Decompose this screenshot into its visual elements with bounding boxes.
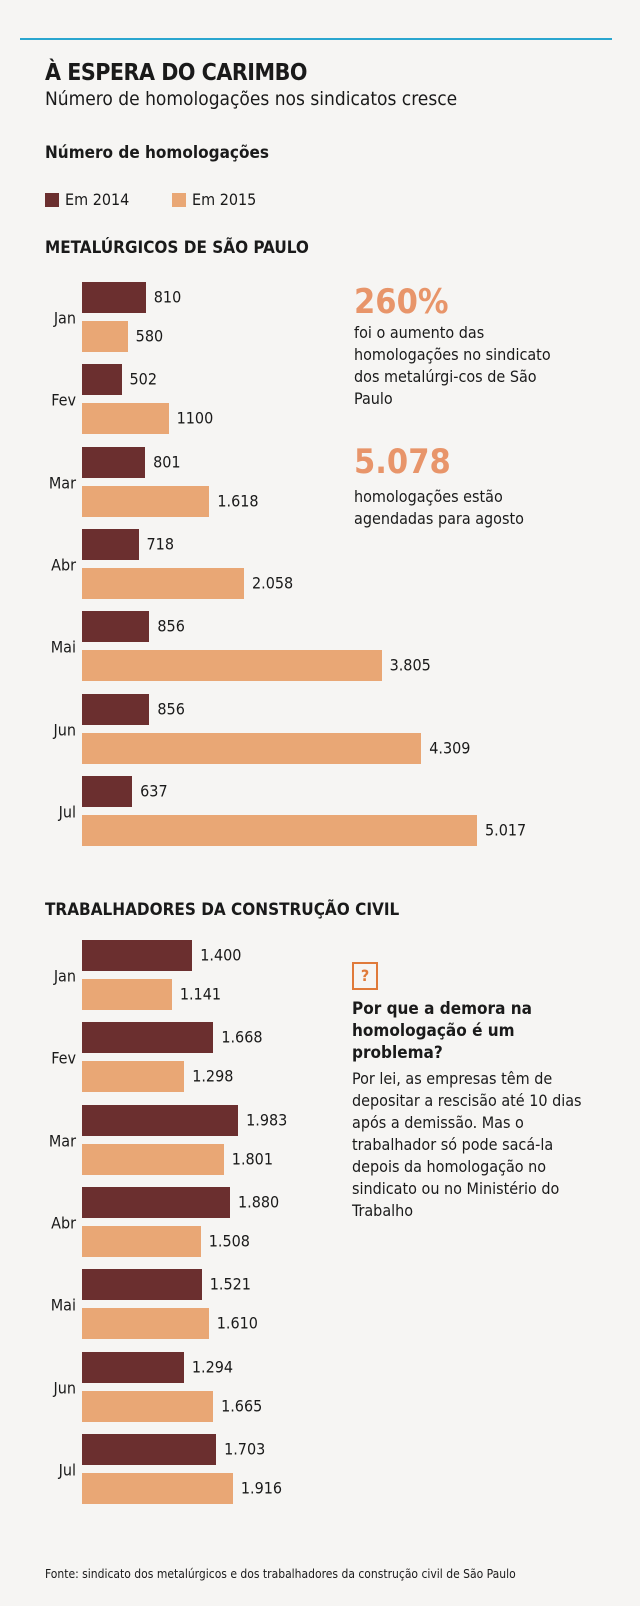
value-label: 1.508: [208, 1231, 250, 1251]
bar-2015: [82, 650, 382, 682]
bar-2015: [82, 1308, 209, 1340]
value-label: 1.983: [246, 1110, 288, 1130]
fact-value: 5.078: [354, 442, 451, 482]
bar-2015: [82, 321, 128, 352]
bar-2015: [82, 1390, 214, 1422]
value-label: 637: [140, 781, 168, 801]
bar-2014: [82, 1104, 239, 1136]
value-label: 4.309: [429, 738, 471, 757]
value-label: 3.805: [389, 655, 431, 675]
fact-value: 260%: [354, 282, 449, 322]
month-label: Mar: [48, 1131, 76, 1151]
bar-2015: [82, 485, 210, 517]
value-label: 718: [146, 534, 174, 554]
month-label: Jun: [53, 1378, 77, 1397]
bar-2014: [82, 1186, 231, 1218]
bar-2014: [82, 1269, 202, 1301]
legend-label: Em 2015: [192, 190, 257, 209]
bar-2015: [82, 1472, 233, 1504]
value-label: 1.668: [221, 1027, 263, 1047]
value-label: 1.298: [192, 1066, 234, 1086]
bar-2015: [82, 1225, 201, 1257]
month-label: Mai: [50, 637, 76, 657]
bar-2014: [82, 1351, 184, 1383]
month-label: Abr: [51, 1213, 76, 1233]
legend-2015: Em 2015: [172, 190, 256, 209]
bar-2014: [82, 611, 150, 643]
bar-2014: [82, 282, 146, 313]
value-label: 1.141: [179, 984, 222, 1004]
month-label: Jan: [53, 966, 76, 986]
month-label: Jul: [58, 1460, 76, 1480]
value-label: 801: [153, 452, 181, 472]
value-label: 810: [153, 287, 182, 307]
value-label: 5.017: [485, 820, 527, 840]
month-label: Mai: [50, 1295, 76, 1315]
chart2-title: TRABALHADORES DA CONSTRUÇÃO CIVIL: [45, 900, 400, 920]
bar-2015: [82, 1061, 185, 1093]
value-label: 1100: [176, 408, 214, 428]
question-icon: ?: [352, 962, 378, 990]
legend-label: Em 2014: [65, 190, 130, 209]
value-label: 1.703: [224, 1439, 266, 1459]
bar-2014: [82, 1022, 214, 1054]
fact-text: homologações estão agendadas para agosto: [354, 487, 524, 528]
month-label: Mar: [48, 473, 76, 493]
value-label: 856: [157, 699, 185, 718]
bar-2015: [82, 732, 422, 764]
month-label: Abr: [51, 555, 76, 575]
legend-swatch-2015: [172, 192, 186, 207]
value-label: 1.521: [209, 1274, 251, 1294]
value-label: 2.058: [252, 573, 294, 593]
value-label: 1.801: [231, 1149, 273, 1169]
value-label: 1.665: [221, 1396, 263, 1415]
bar-2015: [82, 814, 477, 846]
bar-2015: [82, 567, 245, 599]
value-label: 1.400: [200, 945, 242, 965]
value-label: 1.294: [191, 1357, 234, 1376]
bar-2014: [82, 775, 133, 807]
value-label: 856: [157, 616, 185, 636]
month-label: Fev: [51, 390, 76, 410]
value-label: 502: [129, 369, 157, 389]
source-note: Fonte: sindicato dos metalúrgicos e dos …: [45, 1567, 516, 1581]
bar-2014: [82, 528, 139, 560]
bar-2014: [82, 940, 193, 971]
value-label: 1.880: [238, 1192, 280, 1212]
bar-2015: [82, 1143, 224, 1175]
month-label: Jan: [53, 308, 76, 328]
bar-2014: [82, 1433, 217, 1465]
value-label: 1.610: [216, 1313, 258, 1333]
chart1-title: METALÚRGICOS DE SÃO PAULO: [45, 238, 309, 258]
bar-2014: [82, 364, 122, 396]
question-title: Por que a demora na homologação é um pro…: [352, 999, 532, 1063]
question-body: Por lei, as empresas têm de depositar a …: [352, 1069, 582, 1220]
value-label: 1.618: [217, 491, 259, 511]
bar-2014: [82, 446, 146, 478]
title: À ESPERA DO CARIMBO: [45, 60, 307, 86]
fact-text: foi o aumento das homologações no sindic…: [354, 323, 551, 408]
value-label: 1.916: [240, 1478, 283, 1498]
month-label: Fev: [51, 1048, 76, 1068]
subtitle: Número de homologações nos sindicatos cr…: [45, 88, 458, 110]
value-label: 580: [135, 326, 164, 346]
legend-2014: Em 2014: [45, 190, 129, 209]
bar-2014: [82, 693, 150, 725]
month-label: Jun: [53, 720, 77, 739]
chart-heading: Número de homologações: [45, 143, 269, 163]
legend-swatch-2014: [45, 192, 59, 207]
bar-2015: [82, 979, 172, 1010]
month-label: Jul: [58, 802, 76, 822]
bar-2015: [82, 403, 169, 435]
top-rule: [20, 38, 612, 40]
